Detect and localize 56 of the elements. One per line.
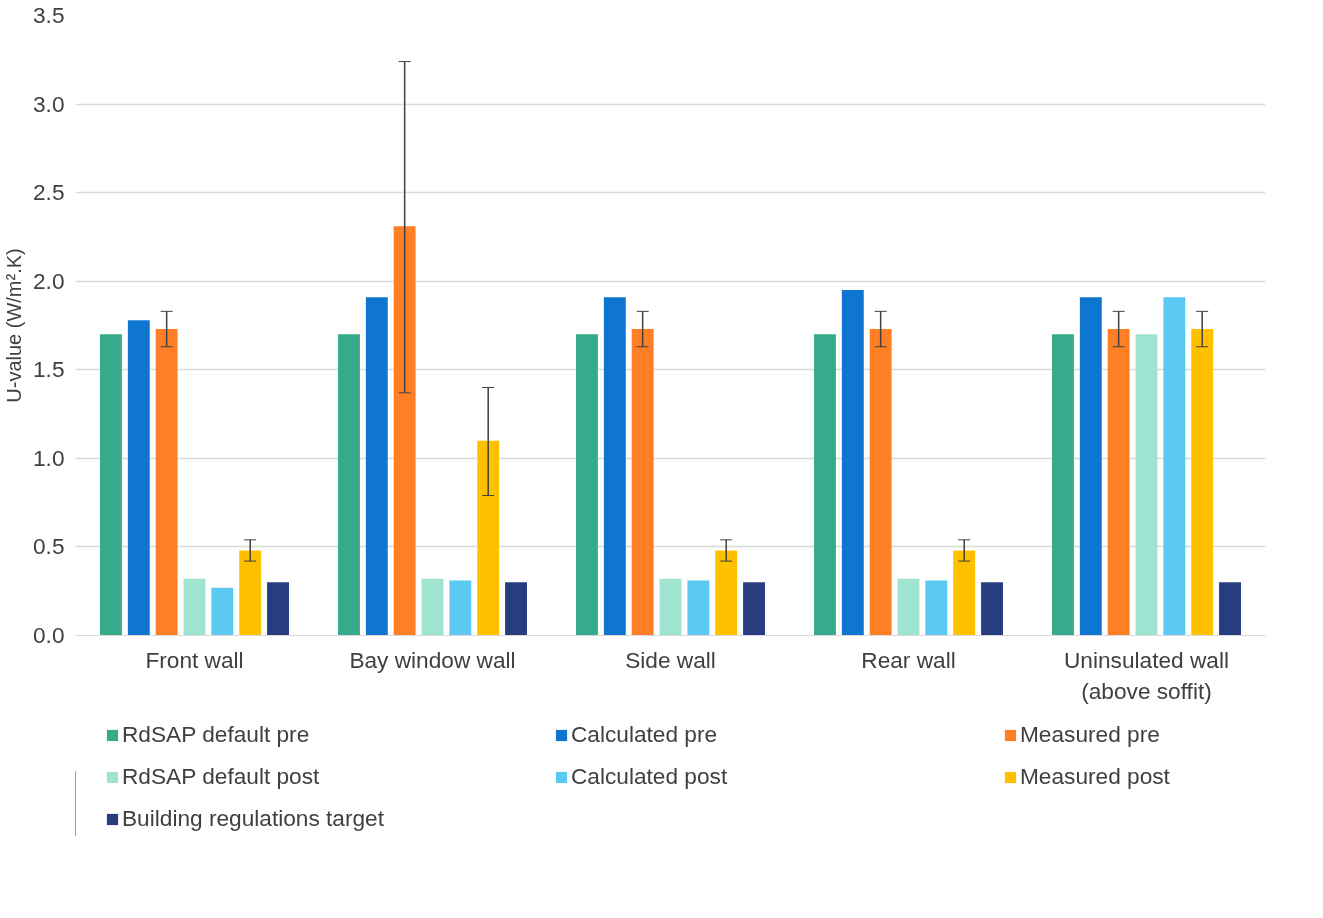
legend-label: RdSAP default pre bbox=[122, 721, 311, 748]
bar bbox=[953, 550, 976, 636]
bar bbox=[211, 587, 234, 636]
x-tick-label: Front wall bbox=[145, 646, 244, 673]
y-tick-label: 2.0 bbox=[33, 267, 65, 294]
bar bbox=[1052, 334, 1074, 636]
bar bbox=[155, 329, 178, 636]
bar bbox=[603, 297, 626, 636]
bar bbox=[897, 578, 920, 636]
y-axis-title: U-value (W/m².K) bbox=[3, 248, 25, 403]
legend-label: Calculated pre bbox=[571, 721, 719, 748]
bar bbox=[631, 329, 654, 636]
bar bbox=[715, 550, 738, 636]
bar bbox=[267, 582, 289, 636]
bar bbox=[1191, 329, 1214, 636]
x-tick-label: Bay window wall bbox=[349, 646, 516, 673]
bar bbox=[421, 578, 444, 636]
legend-label: Measured pre bbox=[1020, 721, 1161, 748]
bar bbox=[743, 582, 765, 636]
bar bbox=[127, 320, 150, 636]
bar bbox=[1219, 582, 1241, 636]
bar bbox=[1079, 297, 1102, 636]
bar bbox=[1107, 329, 1130, 636]
legend-label: Measured post bbox=[1020, 763, 1171, 790]
x-tick-label: Side wall bbox=[625, 646, 716, 673]
bar bbox=[687, 580, 710, 636]
bar bbox=[338, 334, 360, 636]
bar bbox=[659, 578, 682, 636]
bar bbox=[477, 440, 500, 636]
y-tick-label: 3.0 bbox=[33, 90, 65, 117]
bar bbox=[505, 582, 527, 636]
legend-label: RdSAP default post bbox=[122, 763, 321, 790]
bar bbox=[814, 334, 836, 636]
bar bbox=[981, 582, 1003, 636]
bar bbox=[1135, 334, 1158, 636]
bar bbox=[1163, 297, 1186, 636]
legend-label: Building regulations target bbox=[122, 805, 385, 832]
y-tick-label: 0.5 bbox=[33, 533, 65, 560]
bar bbox=[100, 334, 122, 636]
bar bbox=[576, 334, 598, 636]
legend-label: Calculated post bbox=[571, 763, 729, 790]
x-tick-label: Rear wall bbox=[861, 646, 956, 673]
y-tick-label: 1.5 bbox=[33, 356, 65, 383]
x-tick-label: Uninsulated wall (above soffit) bbox=[1064, 646, 1229, 704]
bar bbox=[449, 580, 472, 636]
bar bbox=[365, 297, 388, 636]
bar bbox=[841, 290, 864, 636]
y-tick-label: 2.5 bbox=[33, 179, 65, 206]
bar bbox=[925, 580, 948, 636]
bar bbox=[393, 226, 416, 636]
y-tick-label: 0.0 bbox=[33, 622, 65, 648]
bar bbox=[239, 550, 262, 636]
bar bbox=[183, 578, 206, 636]
y-tick-label: 3.5 bbox=[33, 2, 65, 28]
bar bbox=[869, 329, 892, 636]
y-tick-label: 1.0 bbox=[33, 444, 65, 471]
